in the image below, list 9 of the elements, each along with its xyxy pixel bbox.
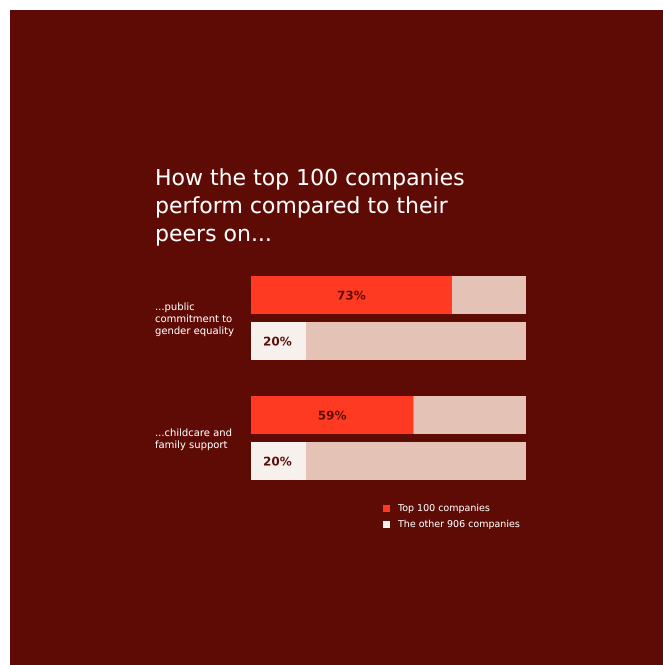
data-label: 73%	[337, 288, 366, 302]
y-tick-label: ...childcare and family support	[155, 428, 232, 451]
legend-label: Top 100 companies	[398, 502, 490, 514]
legend-label: The other 906 companies	[398, 518, 520, 530]
data-label: 20%	[263, 334, 292, 348]
data-label: 20%	[263, 454, 292, 468]
data-label: 59%	[318, 408, 346, 422]
chart-title: How the top 100 companies perform compared to their peers on...	[155, 165, 466, 249]
y-tick-label: ...public commitment to gender equality	[155, 302, 234, 337]
